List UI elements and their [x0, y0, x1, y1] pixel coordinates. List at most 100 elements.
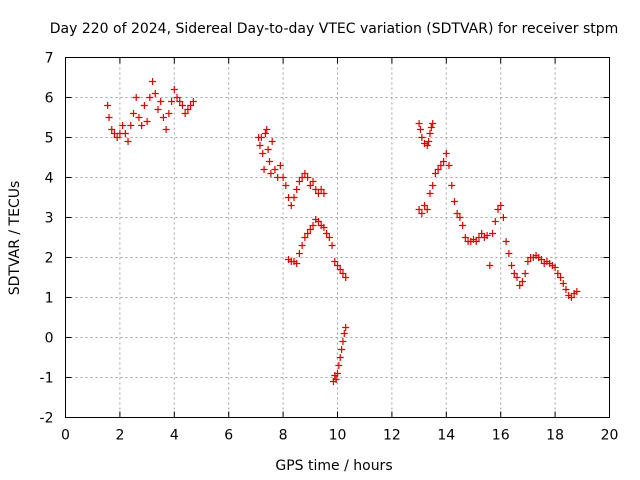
data-point — [331, 258, 339, 265]
data-point — [132, 94, 140, 101]
data-point — [119, 122, 127, 129]
y-tick-label: 3 — [45, 211, 54, 227]
data-point — [499, 214, 507, 221]
data-point — [431, 170, 439, 177]
data-point — [268, 138, 276, 145]
data-point — [282, 182, 290, 189]
data-point — [510, 270, 518, 277]
data-point — [266, 158, 273, 165]
data-point — [334, 370, 341, 377]
series-segment-4 — [329, 324, 350, 385]
y-tick-label: -2 — [40, 411, 54, 427]
data-point — [293, 260, 301, 267]
y-tick-label: 5 — [45, 131, 54, 147]
data-point — [505, 250, 513, 257]
data-point — [339, 338, 347, 345]
data-point — [154, 106, 162, 113]
data-point — [301, 234, 309, 241]
y-tick-labels: -2 -1 0 1 2 3 4 5 6 7 — [40, 51, 54, 427]
data-point — [562, 286, 570, 293]
data-point — [189, 98, 197, 105]
data-point — [415, 206, 423, 213]
data-point — [551, 264, 559, 271]
data-point — [448, 182, 456, 189]
data-point — [178, 102, 186, 109]
data-point — [342, 274, 350, 281]
data-point — [181, 110, 189, 117]
data-point — [267, 170, 275, 177]
data-point — [423, 206, 431, 213]
data-point — [104, 102, 112, 109]
data-point — [459, 222, 467, 229]
data-point — [489, 230, 497, 237]
data-point — [557, 274, 565, 281]
data-point — [328, 242, 336, 249]
x-tick-label: 2 — [115, 428, 124, 444]
x-tick-label: 16 — [492, 428, 510, 444]
data-point — [456, 214, 464, 221]
data-point — [425, 138, 433, 145]
data-point — [259, 150, 267, 157]
data-point — [159, 114, 167, 121]
data-point — [271, 166, 279, 173]
data-point — [573, 288, 581, 295]
data-point — [290, 194, 298, 201]
data-point — [143, 118, 151, 125]
data-point — [168, 98, 176, 105]
data-point — [429, 182, 437, 189]
data-point — [309, 178, 317, 185]
y-tick-label: 4 — [45, 171, 54, 187]
data-point — [113, 134, 121, 141]
data-point — [342, 324, 350, 331]
data-point — [309, 222, 317, 229]
data-point — [323, 230, 331, 237]
data-point — [256, 142, 264, 149]
data-point — [338, 346, 346, 353]
data-point — [461, 234, 469, 241]
data-point — [508, 262, 516, 269]
chart-title: Day 220 of 2024, Sidereal Day-to-day VTE… — [50, 21, 619, 37]
data-point — [314, 218, 322, 225]
data-point — [184, 106, 192, 113]
data-point — [426, 190, 434, 197]
data-point — [165, 110, 173, 117]
x-tick-label: 18 — [546, 428, 564, 444]
data-point — [304, 174, 312, 181]
data-point — [287, 202, 295, 209]
y-tick-label: 7 — [45, 51, 54, 67]
data-point — [497, 202, 505, 209]
data-point — [524, 258, 532, 265]
data-point — [162, 126, 170, 133]
data-point — [486, 262, 494, 269]
data-point — [176, 98, 184, 105]
data-point — [320, 190, 328, 197]
data-point — [336, 354, 344, 361]
data-point — [140, 102, 148, 109]
data-point — [418, 210, 426, 217]
data-point — [418, 134, 426, 141]
x-tick-label: 8 — [279, 428, 288, 444]
data-point — [423, 142, 431, 149]
data-point — [151, 90, 159, 97]
series-segment-2 — [255, 126, 328, 209]
y-tick-label: -1 — [40, 371, 54, 387]
data-point — [494, 206, 502, 213]
data-point — [450, 198, 458, 205]
y-tick-label: 6 — [45, 91, 54, 107]
data-point — [483, 232, 491, 239]
data-point — [257, 134, 265, 141]
data-point — [334, 262, 341, 269]
series-segment-1 — [104, 78, 197, 145]
data-point — [426, 130, 434, 137]
data-point — [516, 282, 524, 289]
x-tick-label: 10 — [329, 428, 347, 444]
data-point — [538, 256, 545, 263]
x-axis-label: GPS time / hours — [275, 458, 392, 474]
data-point — [121, 130, 129, 137]
data-point — [335, 362, 343, 369]
data-point — [502, 238, 510, 245]
data-point — [276, 162, 284, 169]
data-point — [453, 210, 461, 217]
data-point — [434, 166, 442, 173]
data-point — [173, 94, 181, 101]
